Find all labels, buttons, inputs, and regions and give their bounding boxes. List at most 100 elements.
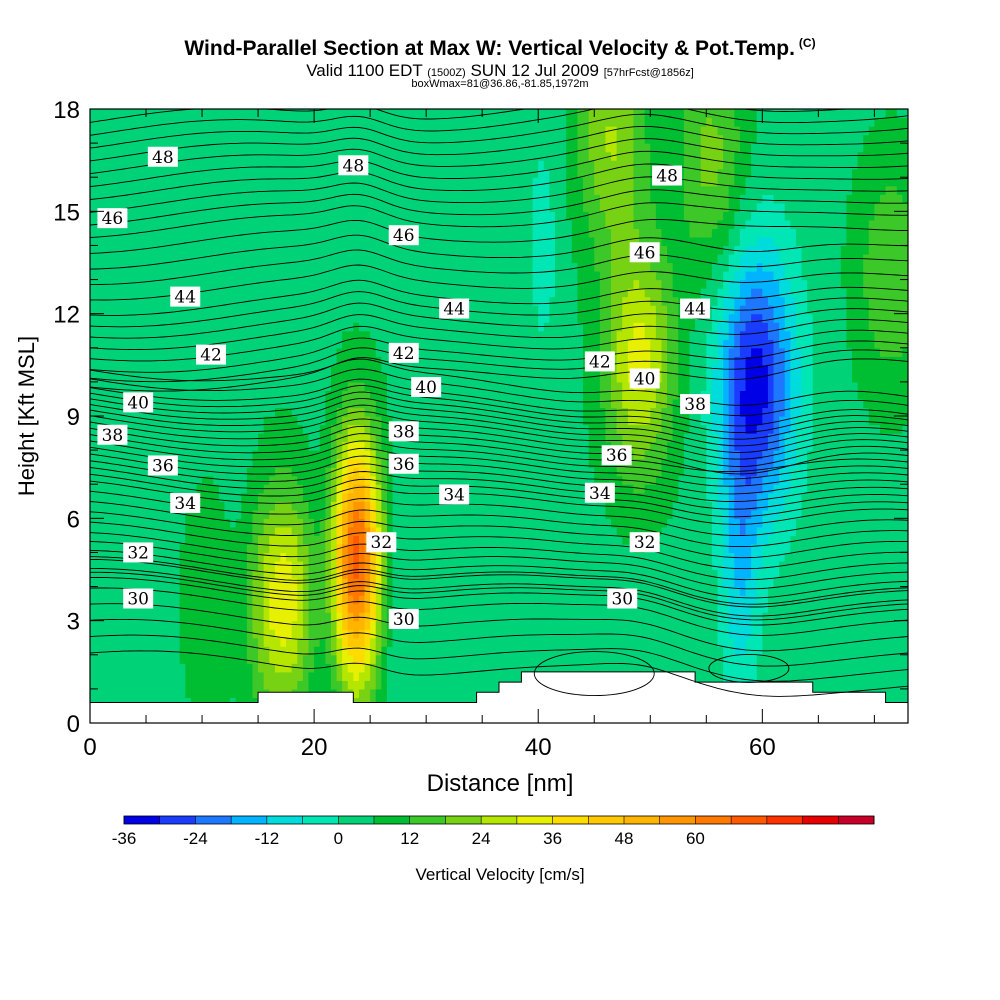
field-cell bbox=[386, 296, 394, 306]
field-cell bbox=[106, 185, 114, 195]
field-cell bbox=[157, 407, 164, 417]
field-cell bbox=[179, 526, 186, 536]
field-cell bbox=[146, 475, 153, 485]
field-cell bbox=[454, 322, 461, 332]
field-cell bbox=[230, 322, 237, 332]
field-cell bbox=[375, 526, 382, 536]
field-cell bbox=[230, 347, 237, 357]
field-cell bbox=[375, 109, 382, 119]
field-cell bbox=[202, 373, 209, 383]
field-cell bbox=[437, 441, 444, 451]
field-cell bbox=[207, 663, 214, 673]
field-cell bbox=[224, 185, 231, 195]
field-cell bbox=[224, 552, 231, 562]
field-cell bbox=[375, 620, 382, 630]
field-cell bbox=[196, 390, 203, 400]
field-cell bbox=[218, 228, 226, 238]
field-cell bbox=[274, 143, 282, 153]
field-cell bbox=[241, 475, 248, 485]
field-cell bbox=[246, 637, 254, 647]
field-cell bbox=[101, 228, 108, 238]
field-cell bbox=[470, 424, 478, 434]
field-cell bbox=[375, 373, 382, 383]
field-cell bbox=[420, 109, 427, 119]
field-cell bbox=[235, 416, 242, 426]
field-cell bbox=[308, 416, 315, 426]
field-cell bbox=[398, 271, 405, 281]
field-cell bbox=[420, 194, 427, 204]
field-cell bbox=[218, 509, 226, 519]
field-cell bbox=[381, 603, 388, 613]
field-cell bbox=[129, 313, 136, 323]
field-cell bbox=[280, 543, 287, 554]
field-cell bbox=[381, 518, 388, 528]
field-cell bbox=[274, 339, 282, 349]
field-cell bbox=[319, 450, 326, 460]
field-cell bbox=[426, 347, 433, 357]
field-cell bbox=[162, 518, 170, 528]
field-cell bbox=[448, 680, 455, 690]
field-cell bbox=[101, 330, 108, 340]
field-cell bbox=[336, 603, 343, 613]
field-cell bbox=[190, 654, 198, 664]
field-cell bbox=[454, 194, 461, 204]
field-cell bbox=[280, 390, 287, 400]
field-cell bbox=[347, 390, 354, 400]
field-cell bbox=[308, 543, 315, 554]
field-cell bbox=[263, 424, 270, 434]
field-cell bbox=[353, 109, 360, 119]
field-cell bbox=[179, 126, 186, 136]
field-cell bbox=[470, 126, 478, 136]
field-cell bbox=[90, 569, 97, 579]
field-cell bbox=[381, 126, 388, 136]
field-cell bbox=[454, 109, 461, 119]
field-cell bbox=[342, 671, 349, 681]
field-cell bbox=[426, 501, 433, 511]
field-cell bbox=[246, 168, 254, 178]
field-cell bbox=[230, 160, 237, 170]
field-cell bbox=[118, 603, 125, 613]
field-cell bbox=[370, 680, 377, 690]
field-cell bbox=[151, 595, 158, 605]
field-cell bbox=[454, 253, 461, 264]
field-cell bbox=[185, 552, 192, 562]
field-cell bbox=[218, 134, 226, 144]
field-cell bbox=[392, 552, 399, 562]
field-cell bbox=[381, 322, 388, 332]
field-cell bbox=[403, 381, 410, 392]
field-cell bbox=[398, 637, 405, 647]
field-cell bbox=[319, 168, 326, 178]
field-cell bbox=[314, 603, 321, 613]
field-cell bbox=[258, 151, 265, 161]
field-cell bbox=[291, 347, 298, 357]
field-cell bbox=[336, 322, 343, 332]
field-cell bbox=[448, 228, 455, 238]
field-cell bbox=[358, 398, 366, 409]
field-cell bbox=[112, 330, 119, 340]
field-cell bbox=[375, 288, 382, 298]
field-cell bbox=[291, 305, 298, 315]
field-cell bbox=[409, 475, 416, 485]
field-cell bbox=[106, 475, 114, 485]
field-cell bbox=[437, 134, 444, 144]
field-cell bbox=[426, 518, 433, 528]
field-cell bbox=[146, 637, 153, 647]
field-cell bbox=[174, 219, 181, 229]
field-cell bbox=[230, 143, 237, 153]
field-cell bbox=[442, 288, 450, 298]
field-cell bbox=[174, 373, 181, 383]
field-cell bbox=[459, 654, 466, 664]
field-cell bbox=[381, 492, 388, 502]
field-cell bbox=[224, 168, 231, 178]
field-cell bbox=[459, 595, 466, 605]
field-cell bbox=[101, 134, 108, 144]
field-cell bbox=[218, 288, 226, 298]
field-cell bbox=[297, 339, 304, 349]
field-cell bbox=[459, 109, 466, 119]
field-cell bbox=[157, 637, 164, 647]
field-cell bbox=[291, 492, 298, 502]
field-cell bbox=[465, 288, 472, 298]
field-cell bbox=[398, 560, 405, 571]
field-cell bbox=[386, 629, 394, 639]
field-cell bbox=[207, 509, 214, 519]
